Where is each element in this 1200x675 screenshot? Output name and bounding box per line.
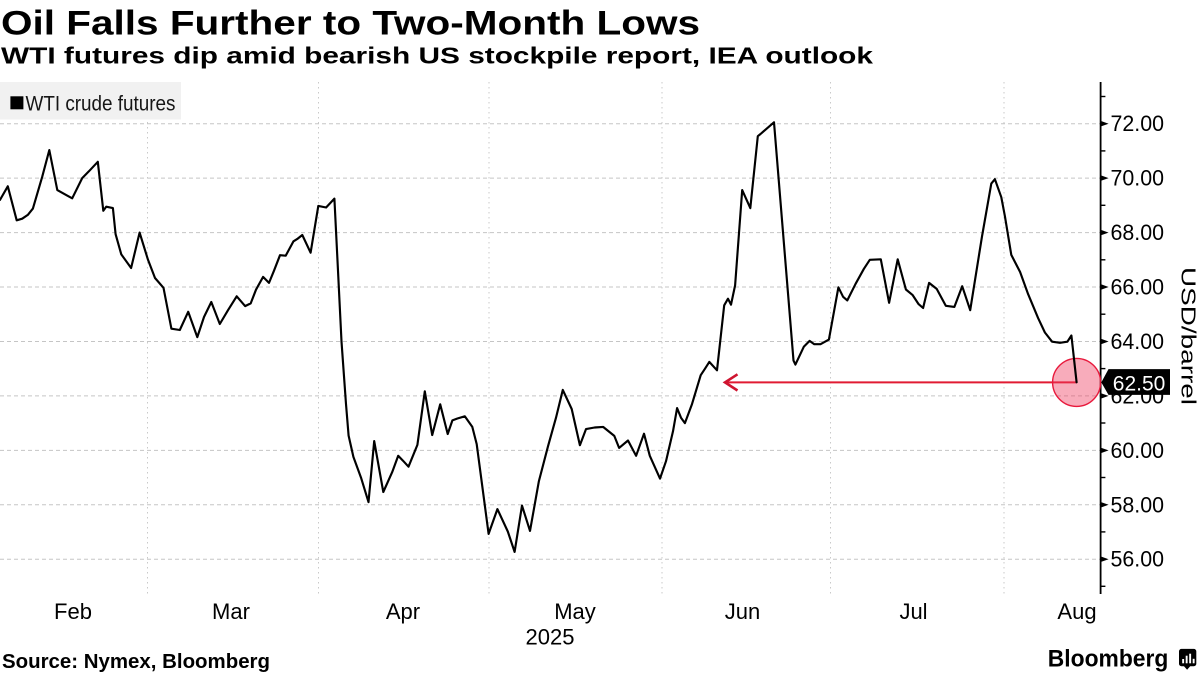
svg-text:66.00: 66.00 xyxy=(1111,275,1165,300)
svg-text:WTI crude futures: WTI crude futures xyxy=(26,93,176,116)
svg-text:68.00: 68.00 xyxy=(1111,220,1165,245)
svg-text:Jun: Jun xyxy=(725,599,760,624)
svg-text:Oil Falls Further to Two-Month: Oil Falls Further to Two-Month Lows xyxy=(1,5,700,43)
svg-text:56.00: 56.00 xyxy=(1111,547,1165,572)
svg-text:64.00: 64.00 xyxy=(1111,329,1165,354)
svg-text:2025: 2025 xyxy=(526,625,575,650)
svg-text:Aug: Aug xyxy=(1057,599,1096,624)
svg-text:Mar: Mar xyxy=(212,599,250,624)
svg-text:Apr: Apr xyxy=(386,599,420,624)
svg-text:Source: Nymex, Bloomberg: Source: Nymex, Bloomberg xyxy=(2,651,270,673)
svg-text:WTI futures dip amid bearish U: WTI futures dip amid bearish US stockpil… xyxy=(1,43,874,69)
svg-text:62.50: 62.50 xyxy=(1113,373,1166,396)
svg-text:Bloomberg: Bloomberg xyxy=(1048,646,1169,673)
svg-text:USD/barrel: USD/barrel xyxy=(1177,267,1199,405)
svg-text:70.00: 70.00 xyxy=(1111,166,1165,191)
svg-text:May: May xyxy=(554,599,596,624)
svg-text:72.00: 72.00 xyxy=(1111,111,1165,136)
svg-text:58.00: 58.00 xyxy=(1111,492,1165,517)
svg-text:60.00: 60.00 xyxy=(1111,438,1165,463)
svg-text:Feb: Feb xyxy=(54,599,92,624)
svg-text:Jul: Jul xyxy=(899,599,927,624)
